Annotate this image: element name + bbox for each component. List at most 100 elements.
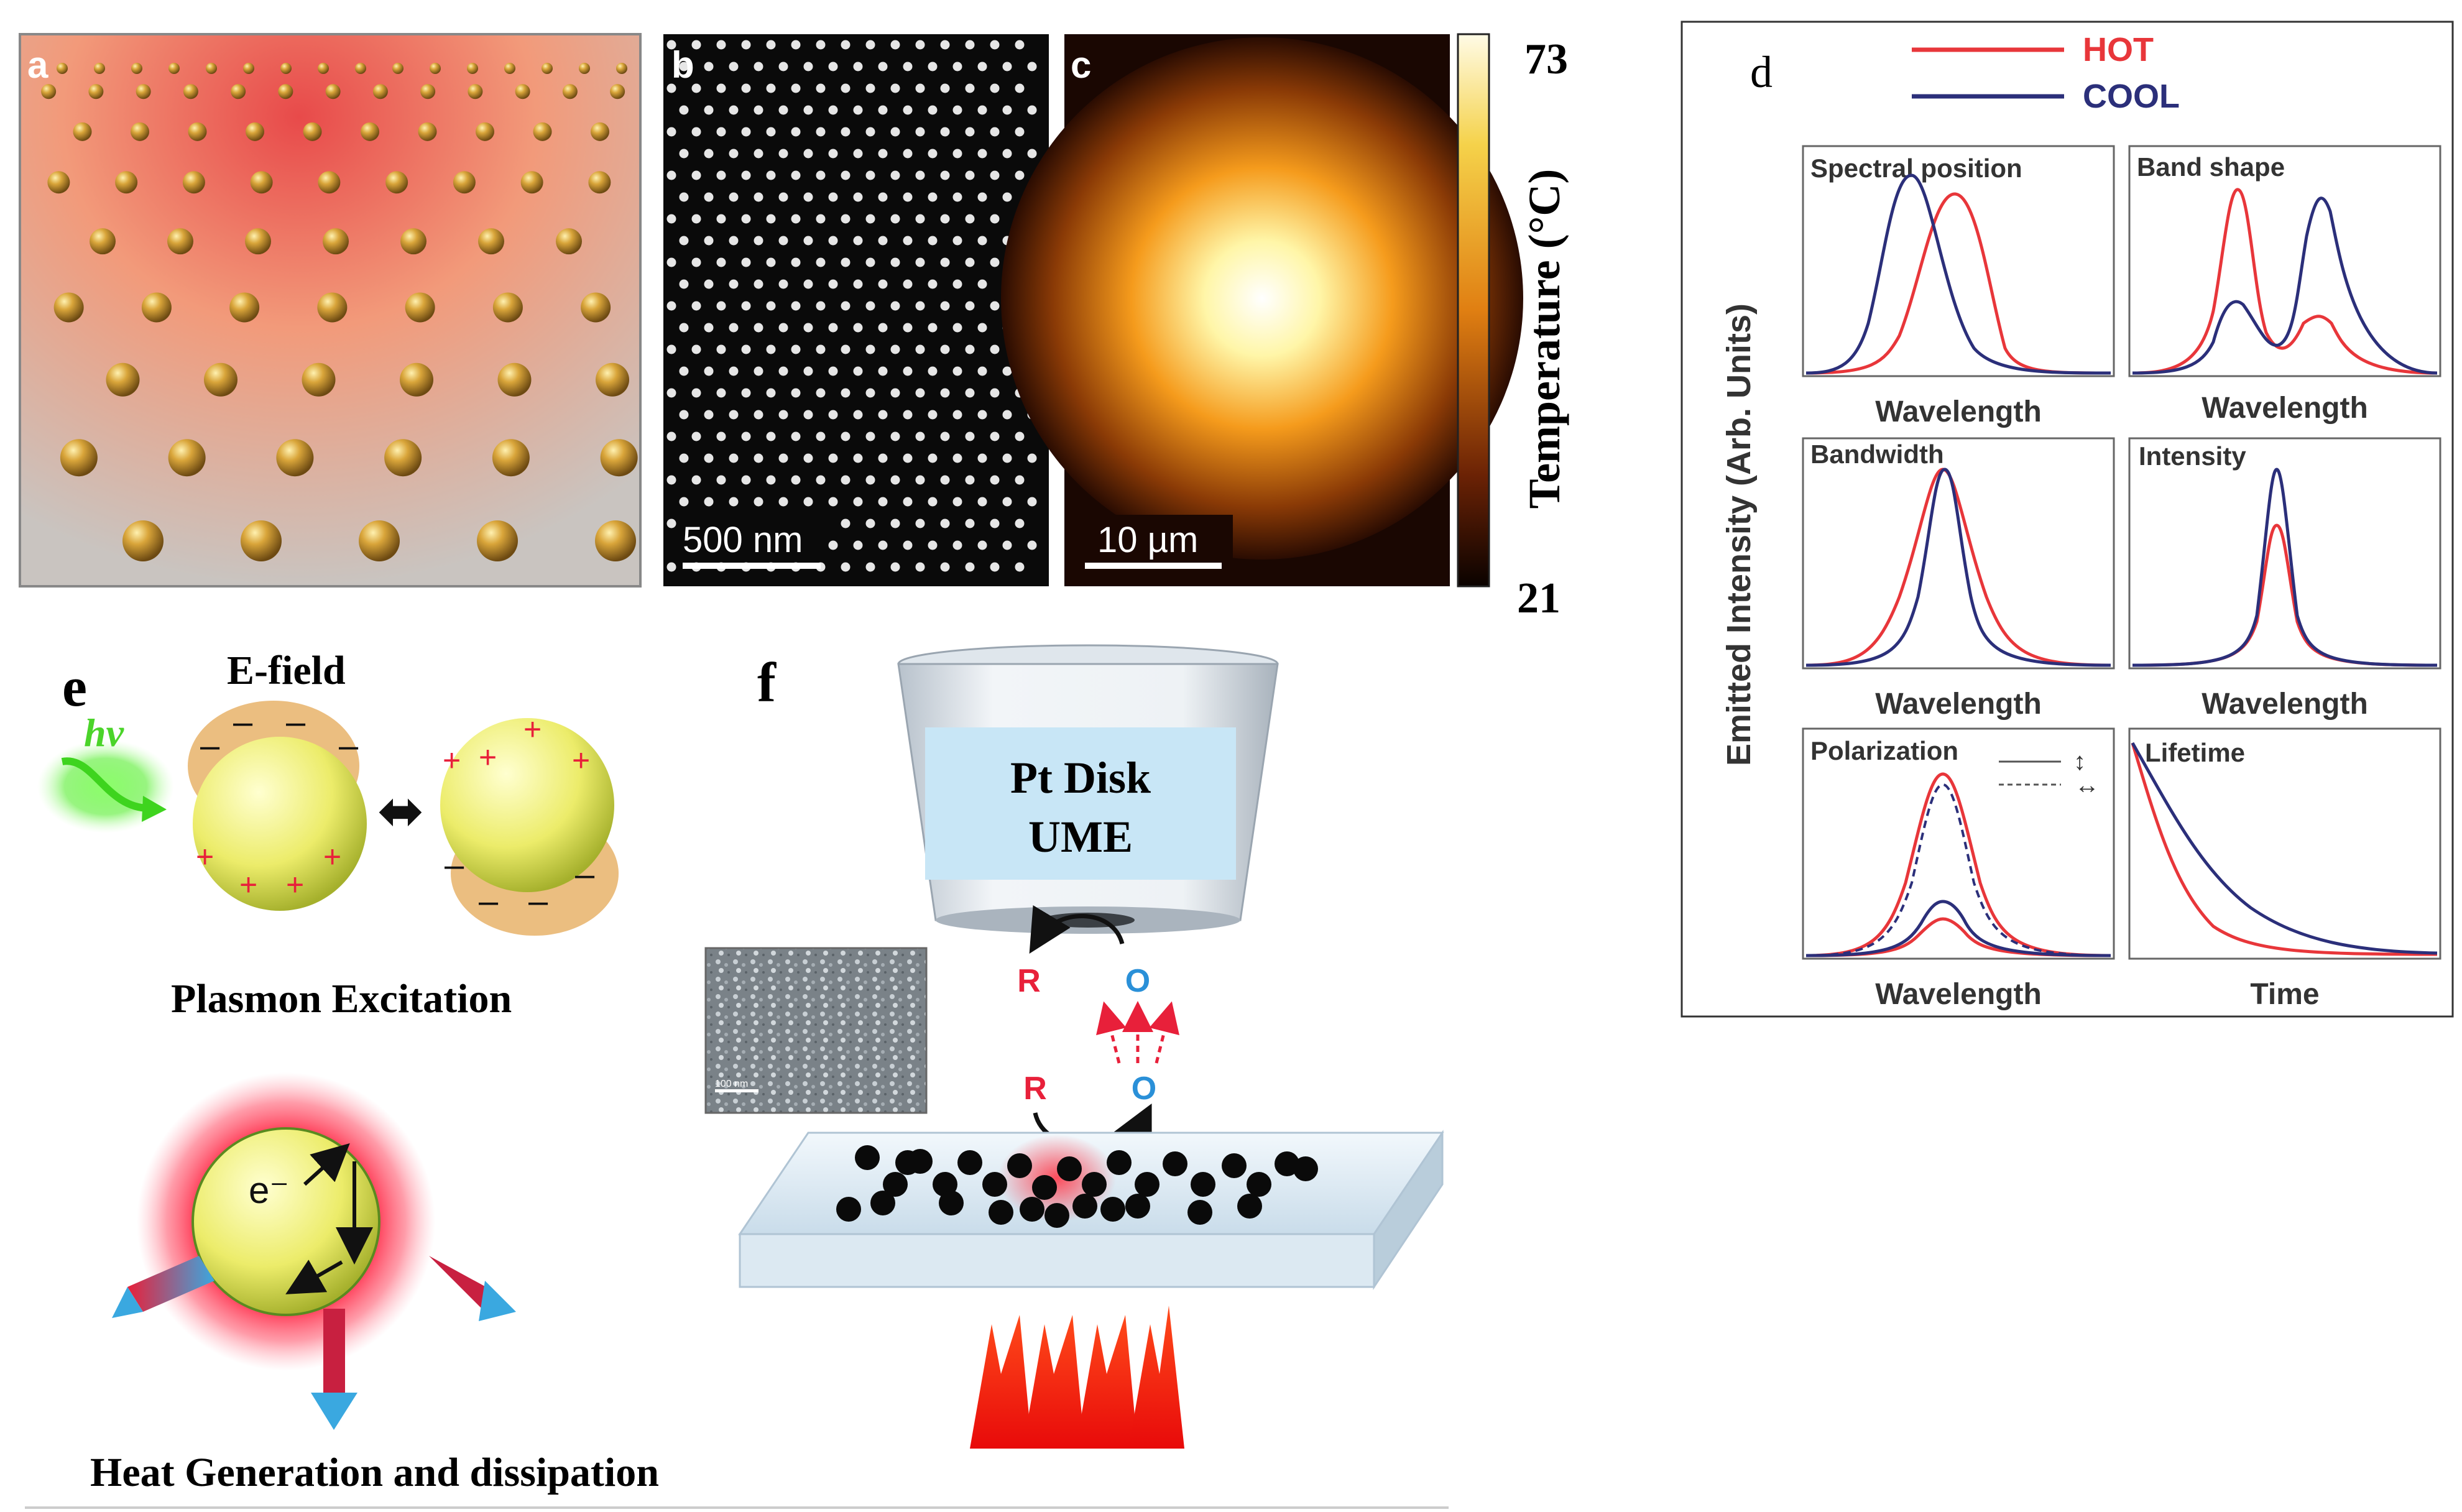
sem-particle	[729, 497, 739, 507]
sem-particle	[915, 127, 925, 137]
sem-particle	[803, 62, 813, 71]
sem-particle	[865, 127, 875, 137]
sem-particle	[841, 562, 851, 572]
sem-particle	[965, 388, 975, 398]
sem-particle	[853, 497, 863, 507]
nanoparticle	[957, 1150, 982, 1175]
sem-particle	[741, 388, 751, 398]
sem-particle	[766, 344, 776, 354]
sem-particle	[990, 257, 1000, 267]
sem-particle	[704, 236, 714, 246]
gold-nanosphere	[231, 84, 246, 99]
sem-particle	[1002, 497, 1012, 507]
sem-particle	[865, 562, 875, 572]
photon-label: hν	[84, 711, 124, 755]
sem-particle	[890, 170, 900, 180]
sem-particle	[952, 279, 962, 289]
sem-particle	[841, 431, 851, 441]
sem-particle	[915, 170, 925, 180]
sem-particle	[803, 410, 813, 420]
reduced-species-top: R	[1017, 963, 1041, 999]
sem-particle	[691, 475, 701, 485]
sem-particle	[990, 344, 1000, 354]
charge-minus: –	[479, 881, 499, 920]
heated-particle: e⁻	[112, 1072, 516, 1430]
sem-particle	[940, 562, 950, 572]
nanoparticle	[855, 1145, 880, 1170]
sem-particle	[903, 410, 913, 420]
sem-particle	[666, 257, 676, 267]
sem-particle	[803, 497, 813, 507]
horizontal-polarization-icon: ↔	[2075, 772, 2100, 799]
legend: HOT COOL	[1912, 31, 2180, 115]
sem-particle	[865, 431, 875, 441]
cool-curve-dashed	[1805, 783, 2111, 957]
sem-particle	[679, 149, 689, 159]
sem-particle	[1027, 540, 1037, 550]
gold-nanosphere	[317, 292, 348, 323]
sem-particle	[1027, 105, 1037, 115]
gold-nanosphere	[241, 520, 282, 561]
hot-curve	[2131, 742, 2438, 956]
charge-plus: +	[443, 743, 461, 778]
sem-particle	[915, 431, 925, 441]
panel-c-label: c	[1071, 44, 1091, 86]
gold-nanosphere	[94, 63, 105, 74]
sem-particle	[928, 323, 938, 333]
gold-nanosphere	[243, 63, 254, 74]
sem-particle	[691, 388, 701, 398]
sem-particle	[940, 40, 950, 50]
panel-b-label: b	[671, 44, 694, 86]
sem-particle	[729, 323, 739, 333]
gold-nanosphere	[115, 171, 138, 194]
gold-nanosphere	[90, 228, 116, 255]
sem-particle	[952, 149, 962, 159]
panel-c-scalebar	[1085, 563, 1222, 569]
sem-particle	[890, 562, 900, 572]
gold-nanosphere	[302, 362, 336, 397]
gold-nanosphere	[245, 228, 271, 255]
gold-nanosphere	[542, 63, 553, 74]
gold-nanosphere	[400, 228, 426, 255]
sem-particle	[666, 170, 676, 180]
sem-particle	[803, 149, 813, 159]
sem-particle	[940, 431, 950, 441]
sem-particle	[940, 475, 950, 485]
sem-particle	[903, 149, 913, 159]
sem-particle	[977, 453, 987, 463]
nanoparticle	[1275, 1151, 1299, 1176]
sem-particle	[679, 323, 689, 333]
sem-particle	[903, 366, 913, 376]
gold-nanosphere	[497, 362, 532, 397]
sem-particle	[865, 40, 875, 50]
sem-particle	[841, 388, 851, 398]
sem-particle	[716, 214, 726, 224]
gold-nanosphere	[276, 439, 314, 477]
sem-particle	[791, 475, 801, 485]
panel-e-label: e	[62, 657, 87, 718]
sem-particle	[841, 40, 851, 50]
sem-particle	[1015, 431, 1025, 441]
sem-particle	[1002, 453, 1012, 463]
sem-particle	[791, 214, 801, 224]
sem-particle	[965, 519, 975, 528]
sem-particle	[754, 323, 763, 333]
substrate-slab	[738, 1130, 1444, 1290]
sem-particle	[716, 344, 726, 354]
sem-particle	[928, 236, 938, 246]
gold-nanosphere	[418, 122, 437, 141]
hot-curve-a	[1805, 772, 2111, 957]
sem-particle	[679, 366, 689, 376]
sem-particle	[841, 519, 851, 528]
sem-particle	[915, 214, 925, 224]
legend-cool-label: COOL	[2083, 78, 2180, 115]
nanoparticle	[1247, 1172, 1271, 1197]
nanoparticle	[883, 1172, 908, 1197]
sem-particle	[754, 497, 763, 507]
sem-particle	[890, 431, 900, 441]
sem-particle	[828, 279, 838, 289]
nanoparticle	[939, 1191, 964, 1215]
gold-nanosphere	[106, 362, 140, 397]
sem-particle	[928, 149, 938, 159]
sem-particle	[977, 279, 987, 289]
